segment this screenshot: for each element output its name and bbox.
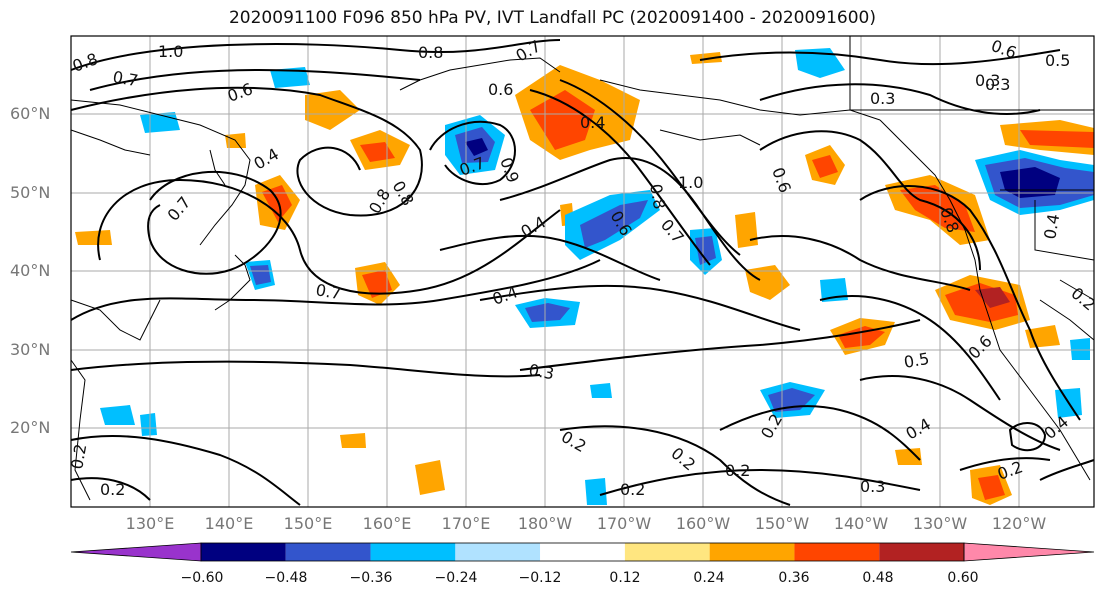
lon-label-120w: 120°W	[991, 514, 1047, 533]
lat-label-50n: 50°N	[10, 183, 51, 202]
colorbar-tick: 0.48	[862, 570, 894, 586]
lon-label-140e: 140°E	[204, 514, 254, 533]
lon-label-170e: 170°E	[441, 514, 491, 533]
lon-label-170w: 170°W	[596, 514, 652, 533]
contour-label: 0.7	[314, 280, 342, 303]
contour-label: 1.0	[678, 173, 703, 192]
lon-label-180w: 180°W	[517, 514, 573, 533]
contour-label: 0.4	[580, 113, 605, 132]
colorbar-tick: −0.24	[434, 570, 478, 586]
lon-label-130e: 130°E	[125, 514, 175, 533]
colorbar-tick: 0.36	[778, 570, 810, 586]
colorbar-arrow-right	[963, 542, 1095, 562]
contour-label: 0.7	[111, 67, 139, 90]
contour-label: 0.3	[860, 477, 885, 496]
colorbar-arrow-left	[70, 542, 202, 562]
colorbar	[70, 542, 1095, 562]
contour-label: 0.2	[100, 480, 125, 499]
colorbar-tick: 0.24	[693, 570, 725, 586]
contour-label: 0.3	[975, 71, 1000, 90]
colorbar-tick: −0.48	[264, 570, 308, 586]
colorbar-tick: −0.60	[180, 570, 224, 586]
lat-label-40n: 40°N	[10, 261, 51, 280]
colorbar-segment	[370, 543, 456, 561]
contour-label: 1.0	[158, 42, 183, 61]
lon-label-160e: 160°E	[362, 514, 412, 533]
map-title: 2020091100 F096 850 hPa PV, IVT Landfall…	[228, 8, 876, 28]
contour-label: 0.4	[1040, 212, 1063, 240]
colorbar-segment	[709, 543, 795, 561]
colorbar-tick: 0.60	[947, 570, 979, 586]
contour-label: 0.2	[725, 461, 750, 480]
contour-label: 0.5	[1045, 51, 1070, 70]
contour-label: 0.2	[67, 442, 90, 470]
colorbar-outline	[200, 542, 965, 562]
lon-label-150w: 150°W	[754, 514, 810, 533]
colorbar-segment	[624, 543, 710, 561]
map-frame	[70, 35, 1095, 508]
colorbar-segment	[455, 543, 541, 561]
contour-label: 0.3	[870, 89, 895, 108]
colorbar-segment	[540, 543, 625, 561]
contour-label: 0.3	[985, 75, 1010, 94]
colorbar-segment	[879, 543, 964, 561]
colorbar-tick: 0.12	[609, 570, 641, 586]
colorbar-segment	[201, 543, 286, 561]
lon-label-150e: 150°E	[283, 514, 333, 533]
lon-label-160w: 160°W	[675, 514, 731, 533]
contour-label: 0.8	[646, 182, 669, 210]
contour-label: 0.5	[902, 349, 930, 372]
contour-label: 0.6	[488, 80, 513, 99]
contours	[70, 39, 1095, 506]
lat-label-30n: 30°N	[10, 340, 51, 359]
lat-label-20n: 20°N	[10, 418, 51, 437]
contour-label: 0.8	[418, 43, 443, 62]
colorbar-segment	[794, 543, 880, 561]
lat-label-60n: 60°N	[10, 104, 51, 123]
colorbar-tick: −0.36	[349, 570, 393, 586]
contour-label: 0.3	[527, 360, 555, 383]
coastlines	[70, 36, 1095, 501]
colorbar-tick: −0.12	[518, 570, 562, 586]
contour-label: 0.2	[620, 480, 645, 499]
lon-label-130w: 130°W	[912, 514, 968, 533]
lon-label-140w: 140°W	[833, 514, 889, 533]
colorbar-segment	[285, 543, 371, 561]
